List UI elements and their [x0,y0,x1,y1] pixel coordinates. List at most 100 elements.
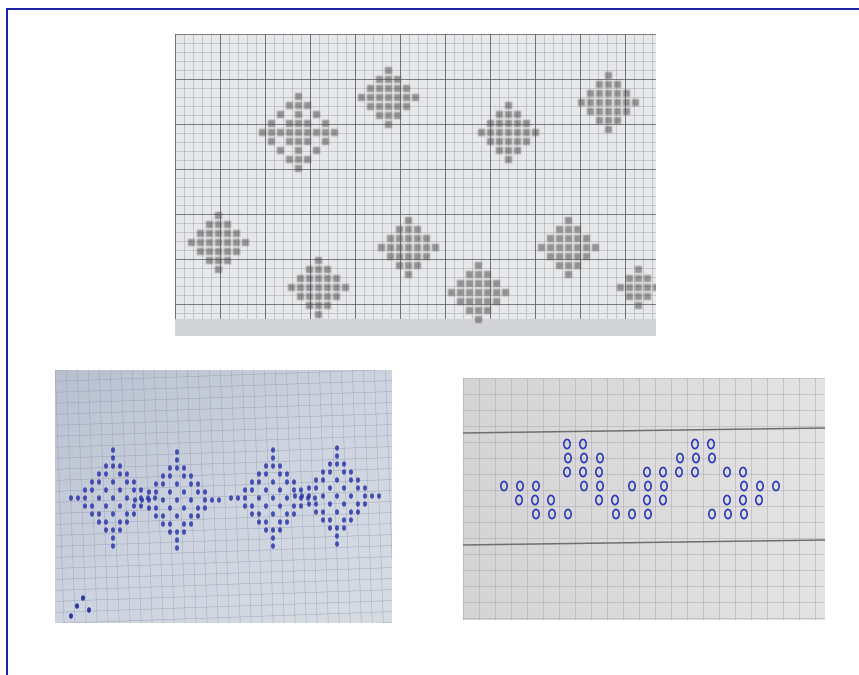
printed-stitch-mark [605,108,612,115]
hand-drawn-oval-mark [370,493,374,499]
hand-drawn-oval-mark [168,489,172,495]
printed-stitch-mark [385,85,392,92]
printed-stitch-mark [487,129,494,136]
hand-drawn-oval-mark [596,452,605,464]
printed-stitch-mark [412,94,419,101]
printed-stitch-mark [514,120,521,127]
printed-stitch-mark [206,257,213,264]
printed-stitch-mark [523,129,530,136]
hand-drawn-oval-mark [363,501,367,507]
printed-stitch-mark [306,275,313,282]
printed-stitch-mark [215,221,222,228]
printed-stitch-mark [394,103,401,110]
printed-stitch-mark [565,253,572,260]
hand-drawn-oval-mark [739,480,748,492]
hand-drawn-oval-mark [271,543,275,549]
hand-drawn-oval-mark [104,471,108,477]
printed-stitch-mark [414,235,421,242]
hand-drawn-oval-mark [342,485,346,491]
hand-drawn-oval-mark [595,466,604,478]
hand-drawn-oval-mark [81,595,85,601]
hand-drawn-oval-mark [335,461,339,467]
printed-stitch-mark [376,76,383,83]
hand-drawn-oval-mark [140,497,144,503]
printed-stitch-mark [233,239,240,246]
hand-drawn-oval-mark [111,543,115,549]
printed-stitch-mark [505,120,512,127]
printed-stitch-mark [432,244,439,251]
hand-drawn-oval-mark [349,493,353,499]
printed-stitch-mark [587,108,594,115]
printed-stitch-mark [414,244,421,251]
hand-drawn-oval-mark [356,509,360,515]
printed-stitch-mark [605,117,612,124]
printed-stitch-mark [574,226,581,233]
hand-drawn-oval-mark [321,509,325,515]
hand-drawn-oval-mark [175,529,179,535]
printed-stitch-mark [286,138,293,145]
hand-drawn-oval-mark [314,485,318,491]
hand-drawn-oval-mark [644,480,653,492]
printed-stitch-mark [315,284,322,291]
printed-stitch-mark [288,284,295,291]
hand-drawn-oval-mark [257,519,261,525]
printed-stitch-mark [277,147,284,154]
hand-drawn-oval-mark [168,465,172,471]
hand-drawn-oval-mark [342,469,346,475]
hand-drawn-oval-mark [293,493,297,499]
hand-drawn-oval-mark [285,479,289,485]
printed-stitch-mark [313,147,320,154]
printed-stitch-mark [605,126,612,133]
printed-stitch-mark [313,129,320,136]
printed-stitch-mark [295,147,302,154]
hand-drawn-oval-mark [175,545,179,551]
hand-drawn-oval-mark [660,480,669,492]
hand-drawn-oval-mark [335,453,339,459]
hand-drawn-oval-mark [182,473,186,479]
printed-stitch-mark [484,280,491,287]
printed-stitch-mark [295,111,302,118]
hand-drawn-oval-mark [189,481,193,487]
printed-stitch-mark [403,85,410,92]
hand-drawn-oval-mark [90,503,94,509]
hand-drawn-oval-mark [271,511,275,517]
hand-drawn-oval-mark [643,494,652,506]
printed-stitch-mark [342,284,349,291]
hand-drawn-oval-mark [161,513,165,519]
hand-drawn-oval-mark [257,471,261,477]
hand-drawn-oval-mark [236,495,240,501]
printed-stitch-mark [405,244,412,251]
hand-drawn-oval-mark [97,495,101,501]
printed-stitch-mark [358,94,365,101]
printed-stitch-mark [478,129,485,136]
hand-drawn-oval-mark [676,452,685,464]
hand-drawn-oval-mark [321,493,325,499]
printed-stitch-mark [333,275,340,282]
printed-stitch-mark [259,129,266,136]
hand-drawn-oval-mark [328,501,332,507]
hand-drawn-oval-mark [515,480,524,492]
printed-stitch-mark [457,298,464,305]
printed-stitch-mark [626,275,633,282]
hand-drawn-oval-mark [83,503,87,509]
hand-drawn-oval-mark [161,497,165,503]
printed-stitch-mark [493,289,500,296]
printed-stitch-mark [614,99,621,106]
hand-drawn-oval-mark [203,505,207,511]
printed-stitch-mark [295,102,302,109]
hand-drawn-oval-mark [182,529,186,535]
printed-stitch-mark [614,108,621,115]
hand-drawn-oval-mark [189,473,193,479]
printed-stitch-mark [505,147,512,154]
printed-stitch-mark [565,226,572,233]
printed-stitch-mark [457,280,464,287]
printed-stitch-mark [224,257,231,264]
hand-drawn-oval-mark [69,495,73,501]
printed-stitch-mark [466,307,473,314]
hand-drawn-oval-mark [335,525,339,531]
printed-stitch-mark [376,103,383,110]
hand-drawn-oval-mark [628,480,637,492]
printed-stitch-mark [596,81,603,88]
printed-stitch-mark [414,226,421,233]
